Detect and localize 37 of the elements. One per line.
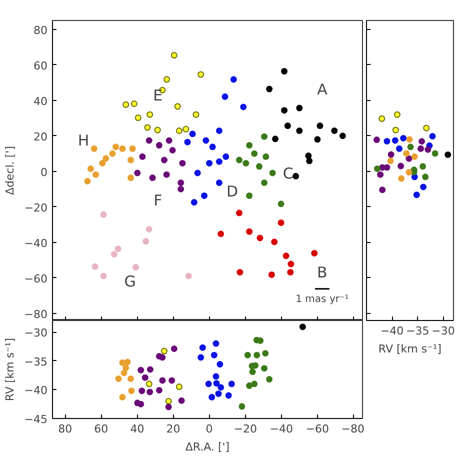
x-tick-label: 60	[94, 422, 108, 436]
x-tick-label: −20	[234, 422, 257, 436]
y-tick-label: 80	[34, 24, 48, 37]
y-axis-title: RV [km s⁻¹]	[3, 338, 16, 402]
y-tick-label: −35	[24, 355, 48, 368]
x-tick-label: −35	[406, 324, 430, 338]
annotation: H	[78, 132, 90, 150]
y-tick-label: 40	[34, 94, 48, 108]
x-tick-label: −40	[380, 324, 404, 338]
y-tick-label: 60	[34, 59, 48, 72]
y-tick-label: −80	[24, 308, 48, 321]
x-axis-title: RV [km s⁻¹]	[378, 342, 442, 356]
y-tick-label: −40	[24, 384, 48, 398]
y-tick-label: −20	[24, 201, 48, 214]
annotation: G	[124, 272, 136, 290]
x-tick-label: 40	[130, 422, 144, 436]
y-axis-title: Δdecl. [']	[3, 146, 16, 195]
x-tick-label: 20	[166, 422, 180, 436]
annotation: E	[153, 86, 163, 104]
annotation: A	[317, 80, 328, 98]
y-tick-label: 20	[34, 130, 48, 144]
y-tick-label: −40	[24, 236, 48, 250]
x-tick-label: −80	[341, 422, 365, 436]
annotation: 1 mas yr⁻¹	[296, 294, 349, 305]
x-tick-label: 0	[206, 422, 213, 436]
annotation: F	[154, 192, 162, 210]
y-tick-label: −60	[24, 272, 48, 286]
annotation: C	[282, 164, 294, 182]
y-tick-label: 0	[40, 166, 48, 179]
x-tick-label: −30	[432, 324, 455, 338]
annotation: B	[317, 264, 328, 282]
y-tick-label: −45	[24, 413, 48, 426]
x-tick-label: 80	[58, 422, 72, 436]
annotation: D	[226, 182, 238, 200]
x-tick-label: −40	[270, 422, 294, 436]
x-tick-label: −60	[306, 422, 330, 436]
x-axis-title: ΔR.A. [']	[185, 440, 230, 454]
